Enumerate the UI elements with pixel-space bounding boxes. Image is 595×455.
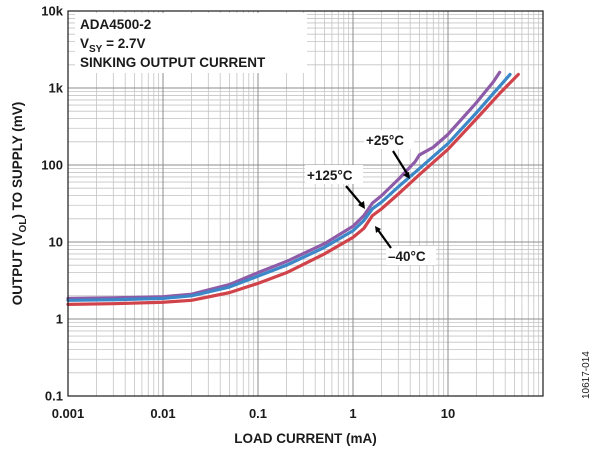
annotation-minus40c-arrow (377, 229, 392, 249)
minor-gridlines (68, 11, 543, 396)
x-tick-label: 0.001 (52, 406, 85, 421)
plot-area (68, 11, 543, 396)
series-line-1 (66, 72, 512, 302)
annotation-minus40c-arrowhead (375, 226, 381, 233)
y-tick-label: 100 (41, 158, 63, 173)
series-line-0 (66, 70, 502, 301)
annotation-125c-arrow (345, 185, 363, 206)
annotations: +25°C +125°C –40°C (305, 130, 436, 265)
annotation-minus40c-background (386, 246, 436, 265)
y-tick-label: 1k (49, 81, 64, 96)
annotation-minus40c: –40°C (388, 249, 426, 264)
annotation-25c-arrow (392, 150, 409, 176)
x-axis-title: LOAD CURRENT (mA) (234, 431, 377, 446)
annotation-25c-arrowhead (403, 172, 410, 179)
info-supply-voltage: VSY = 2.7V (80, 36, 146, 55)
info-condition: SINKING OUTPUT CURRENT (80, 55, 266, 70)
series-line-2 (66, 72, 520, 306)
y-axis-title: OUTPUT (VOL) TO SUPPLY (mV) (10, 102, 29, 305)
annotation-125c-arrowhead (358, 201, 365, 209)
y-tick-label: 0.1 (45, 389, 63, 404)
y-tick-label: 10k (41, 4, 63, 19)
info-part-number: ADA4500-2 (80, 17, 151, 32)
figure-id: 10617-014 (581, 351, 592, 399)
x-tick-label: 0.01 (150, 406, 175, 421)
annotation-125c-background (305, 165, 363, 184)
annotation-125c: +125°C (307, 168, 353, 183)
plot-frame (67, 10, 544, 397)
info-box: ADA4500-2 VSY = 2.7V SINKING OUTPUT CURR… (75, 13, 307, 73)
x-tick-label: 0.1 (249, 406, 267, 421)
series-lines (66, 70, 520, 306)
annotation-25c: +25°C (366, 133, 404, 148)
info-box-background (75, 13, 307, 73)
annotation-25c-background (364, 130, 414, 149)
y-tick-labels: 0.1 1 10 100 1k 10k (41, 4, 63, 404)
y-tick-label: 1 (56, 312, 63, 327)
y-tick-label: 10 (49, 235, 63, 250)
x-tick-label: 10 (441, 406, 455, 421)
x-tick-label: 1 (349, 406, 356, 421)
x-tick-labels: 0.001 0.01 0.1 1 10 (52, 406, 456, 421)
